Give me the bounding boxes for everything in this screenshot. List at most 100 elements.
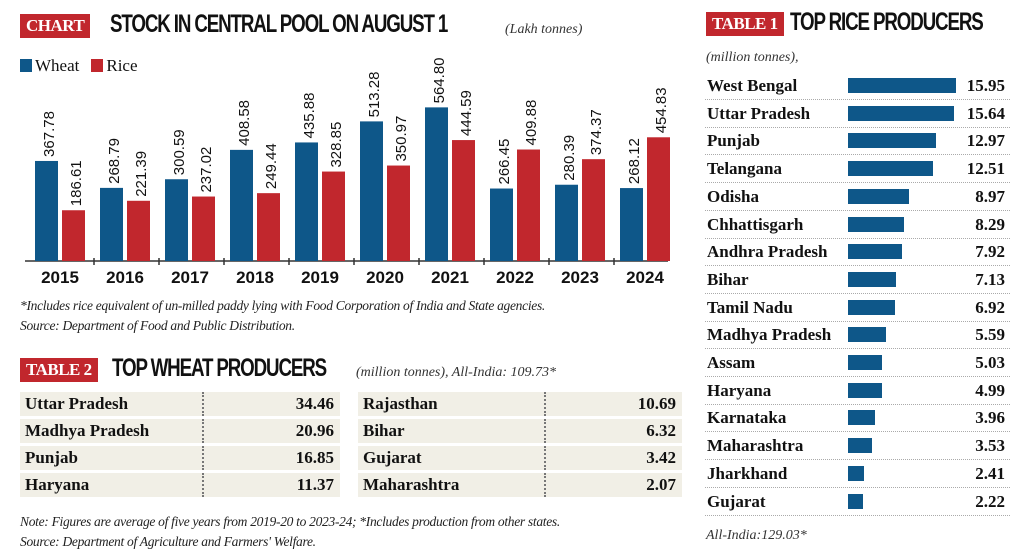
rice-production-bar xyxy=(848,271,897,287)
rice-swatch xyxy=(91,59,104,72)
chart-title: STOCK IN CENTRAL POOL ON AUGUST 1 xyxy=(110,10,448,38)
table1-total: All-India:129.03* xyxy=(706,528,807,543)
table2-row: Haryana 11.37 xyxy=(20,473,340,497)
rice-bar-2020 xyxy=(387,165,410,261)
state-value: 8.97 xyxy=(975,186,1005,206)
wheat-swatch xyxy=(20,59,32,72)
state-value: 7.92 xyxy=(975,242,1005,262)
table1-row: Uttar Pradesh 15.64 xyxy=(705,100,1010,128)
state-name: Jharkhand xyxy=(707,463,788,483)
wheat-value-label: 300.59 xyxy=(171,129,188,175)
rice-production-bar xyxy=(848,493,864,509)
state-value: 15.95 xyxy=(966,76,1005,95)
wheat-value-label: 280.39 xyxy=(561,135,578,181)
state-name: Karnataka xyxy=(707,408,787,428)
state-value: 3.53 xyxy=(975,436,1005,456)
x-tick-label: 2023 xyxy=(561,268,599,287)
table2-row: Rajasthan 10.69 xyxy=(358,392,682,416)
table1-tag: TABLE 1 xyxy=(706,12,784,36)
table1-row: Karnataka 3.96 xyxy=(705,404,1010,433)
rice-bar-2018 xyxy=(257,193,280,261)
state-name: Gujarat xyxy=(707,491,766,511)
wheat-value-label: 367.78 xyxy=(41,111,58,157)
state-value: 12.97 xyxy=(966,131,1005,151)
rice-production-bar xyxy=(848,161,933,177)
x-tick-label: 2021 xyxy=(431,268,469,287)
rice-value-label: 249.44 xyxy=(263,143,280,189)
state-name: Haryana xyxy=(707,380,772,400)
wheat-bar-2021 xyxy=(425,107,448,262)
state-value: 7.13 xyxy=(975,269,1005,289)
state-value: 34.46 xyxy=(202,392,340,416)
wheat-bar-2020 xyxy=(360,121,383,261)
state-name: Rajasthan xyxy=(363,394,438,413)
state-value: 2.41 xyxy=(975,463,1005,483)
wheat-bar-2019 xyxy=(295,142,318,261)
state-name: Bihar xyxy=(707,269,749,289)
rice-production-bar xyxy=(848,438,872,454)
rice-bar-2022 xyxy=(517,149,540,261)
rice-value-label: 328.85 xyxy=(328,122,345,168)
chart-tag: CHART xyxy=(20,14,91,38)
rice-production-bar xyxy=(848,327,886,343)
table1-row: Haryana 4.99 xyxy=(705,377,1010,405)
wheat-value-label: 266.45 xyxy=(496,139,513,185)
wheat-value-label: 268.12 xyxy=(626,138,643,184)
rice-production-bar xyxy=(848,216,905,232)
state-value: 10.69 xyxy=(544,392,682,416)
table1-row: West Bengal 15.95 xyxy=(705,72,1010,100)
table2-row: Madhya Pradesh 20.96 xyxy=(20,419,340,443)
state-name: Assam xyxy=(707,353,756,372)
state-value: 3.96 xyxy=(975,408,1005,428)
state-name: Tamil Nadu xyxy=(707,297,793,317)
x-tick-label: 2019 xyxy=(301,268,339,287)
wheat-value-label: 435.88 xyxy=(301,93,318,139)
state-name: Haryana xyxy=(25,475,90,494)
table1-row: Gujarat 2.22 xyxy=(705,488,1010,516)
table2-row: Gujarat 3.42 xyxy=(358,446,682,470)
rice-production-bar xyxy=(848,355,883,370)
state-value: 5.59 xyxy=(975,325,1005,345)
wheat-bar-2022 xyxy=(490,188,513,261)
rice-value-label: 409.88 xyxy=(523,100,540,146)
x-tick-label: 2024 xyxy=(626,268,664,287)
rice-production-bar xyxy=(848,244,902,260)
wheat-bar-2024 xyxy=(620,188,643,261)
rice-bar-2017 xyxy=(192,196,215,261)
rice-value-label: 186.61 xyxy=(68,160,85,206)
state-value: 4.99 xyxy=(975,380,1005,400)
state-value: 20.96 xyxy=(202,419,340,443)
rice-production-bar xyxy=(848,299,895,315)
state-name: Madhya Pradesh xyxy=(25,421,150,440)
table1-row: Maharashtra 3.53 xyxy=(705,432,1010,461)
wheat-bar-2018 xyxy=(230,149,253,261)
table1-row: Jharkhand 2.41 xyxy=(705,460,1010,488)
state-value: 2.07 xyxy=(544,473,682,497)
x-tick-label: 2018 xyxy=(236,268,274,287)
rice-production-bar xyxy=(848,465,865,481)
state-value: 6.32 xyxy=(544,419,682,443)
table2-tag: TABLE 2 xyxy=(20,358,98,382)
rice-production-bar xyxy=(848,410,875,426)
legend-wheat: Wheat xyxy=(20,56,79,76)
table1-row: Assam 5.03 xyxy=(705,349,1010,377)
state-value: 16.85 xyxy=(202,446,340,470)
wheat-bar-2017 xyxy=(165,179,188,261)
table1-row: Bihar 7.13 xyxy=(705,266,1010,294)
state-name: Uttar Pradesh xyxy=(25,394,129,413)
table1-title: TOP RICE PRODUCERS xyxy=(790,8,984,36)
wheat-bar-2015 xyxy=(35,160,58,261)
rice-value-label: 350.97 xyxy=(393,116,410,162)
state-name: West Bengal xyxy=(707,76,798,95)
state-value: 2.22 xyxy=(975,491,1005,511)
table1-row: Tamil Nadu 6.92 xyxy=(705,294,1010,322)
table1-unit: (million tonnes), xyxy=(706,50,799,65)
state-value: 15.64 xyxy=(966,103,1005,123)
state-name: Madhya Pradesh xyxy=(707,325,832,345)
table2-row: Maharashtra 2.07 xyxy=(358,473,682,497)
legend-rice: Rice xyxy=(91,56,138,76)
wheat-value-label: 268.79 xyxy=(106,138,123,184)
state-value: 3.42 xyxy=(544,446,682,470)
wheat-value-label: 564.80 xyxy=(431,57,448,103)
